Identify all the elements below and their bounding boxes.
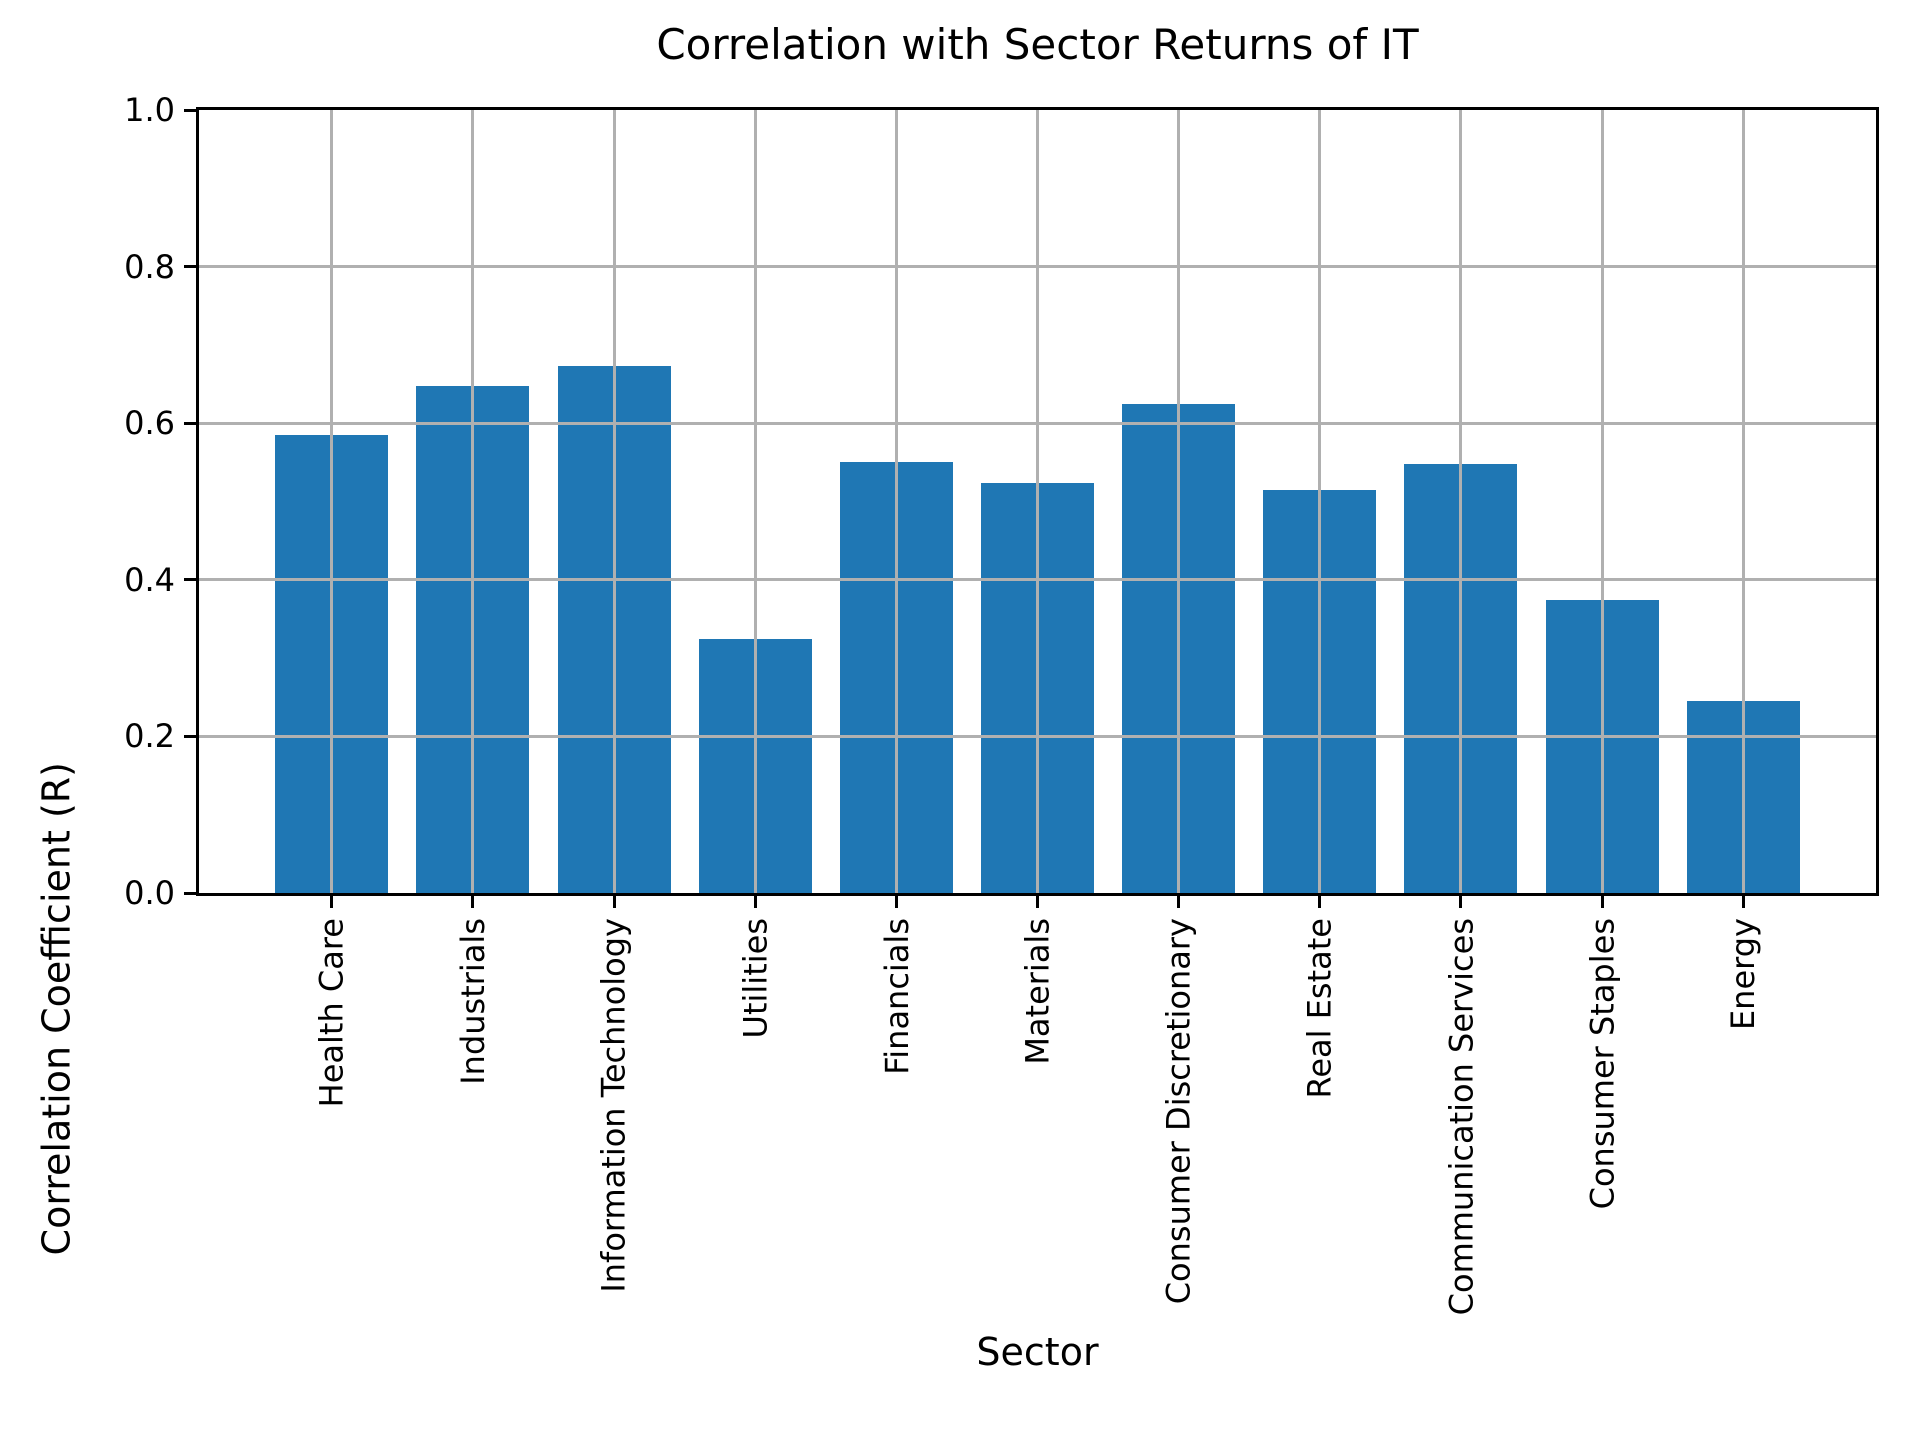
x-tick <box>1036 896 1039 908</box>
x-tick <box>471 896 475 908</box>
v-gridline <box>330 110 334 893</box>
x-tick <box>1600 896 1604 908</box>
x-axis-label: Sector <box>976 1330 1099 1374</box>
chart-title: Correlation with Sector Returns of IT <box>656 20 1419 69</box>
x-tick <box>1318 896 1322 908</box>
v-gridline <box>1177 110 1181 893</box>
v-gridline <box>1459 110 1463 893</box>
v-gridline <box>1741 110 1745 893</box>
y-tick <box>184 578 196 582</box>
x-tick <box>894 896 898 908</box>
x-tick <box>612 896 616 908</box>
x-tick <box>1177 896 1181 908</box>
y-tick <box>184 891 196 895</box>
y-tick-label-0.0: 0.0 <box>124 874 175 912</box>
v-gridline <box>1600 110 1604 893</box>
y-tick-label-1.0: 1.0 <box>124 91 175 129</box>
y-tick <box>184 421 196 425</box>
y-tick <box>184 734 196 738</box>
y-tick-label-0.2: 0.2 <box>124 717 175 756</box>
x-tick <box>1459 896 1463 908</box>
y-tick <box>184 265 196 269</box>
y-tick <box>184 108 196 112</box>
x-tick <box>330 896 334 908</box>
y-tick-label-0.4: 0.4 <box>124 560 175 599</box>
v-gridline <box>894 110 898 893</box>
v-gridline <box>1036 110 1039 893</box>
y-tick-label-0.8: 0.8 <box>124 247 175 286</box>
v-gridline <box>753 110 757 893</box>
v-gridline <box>612 110 616 893</box>
x-tick <box>753 896 757 908</box>
v-gridline <box>1318 110 1322 893</box>
y-tick-label-0.6: 0.6 <box>124 404 175 443</box>
v-gridline <box>471 110 475 893</box>
x-tick <box>1741 896 1745 908</box>
plot-area <box>196 107 1879 896</box>
